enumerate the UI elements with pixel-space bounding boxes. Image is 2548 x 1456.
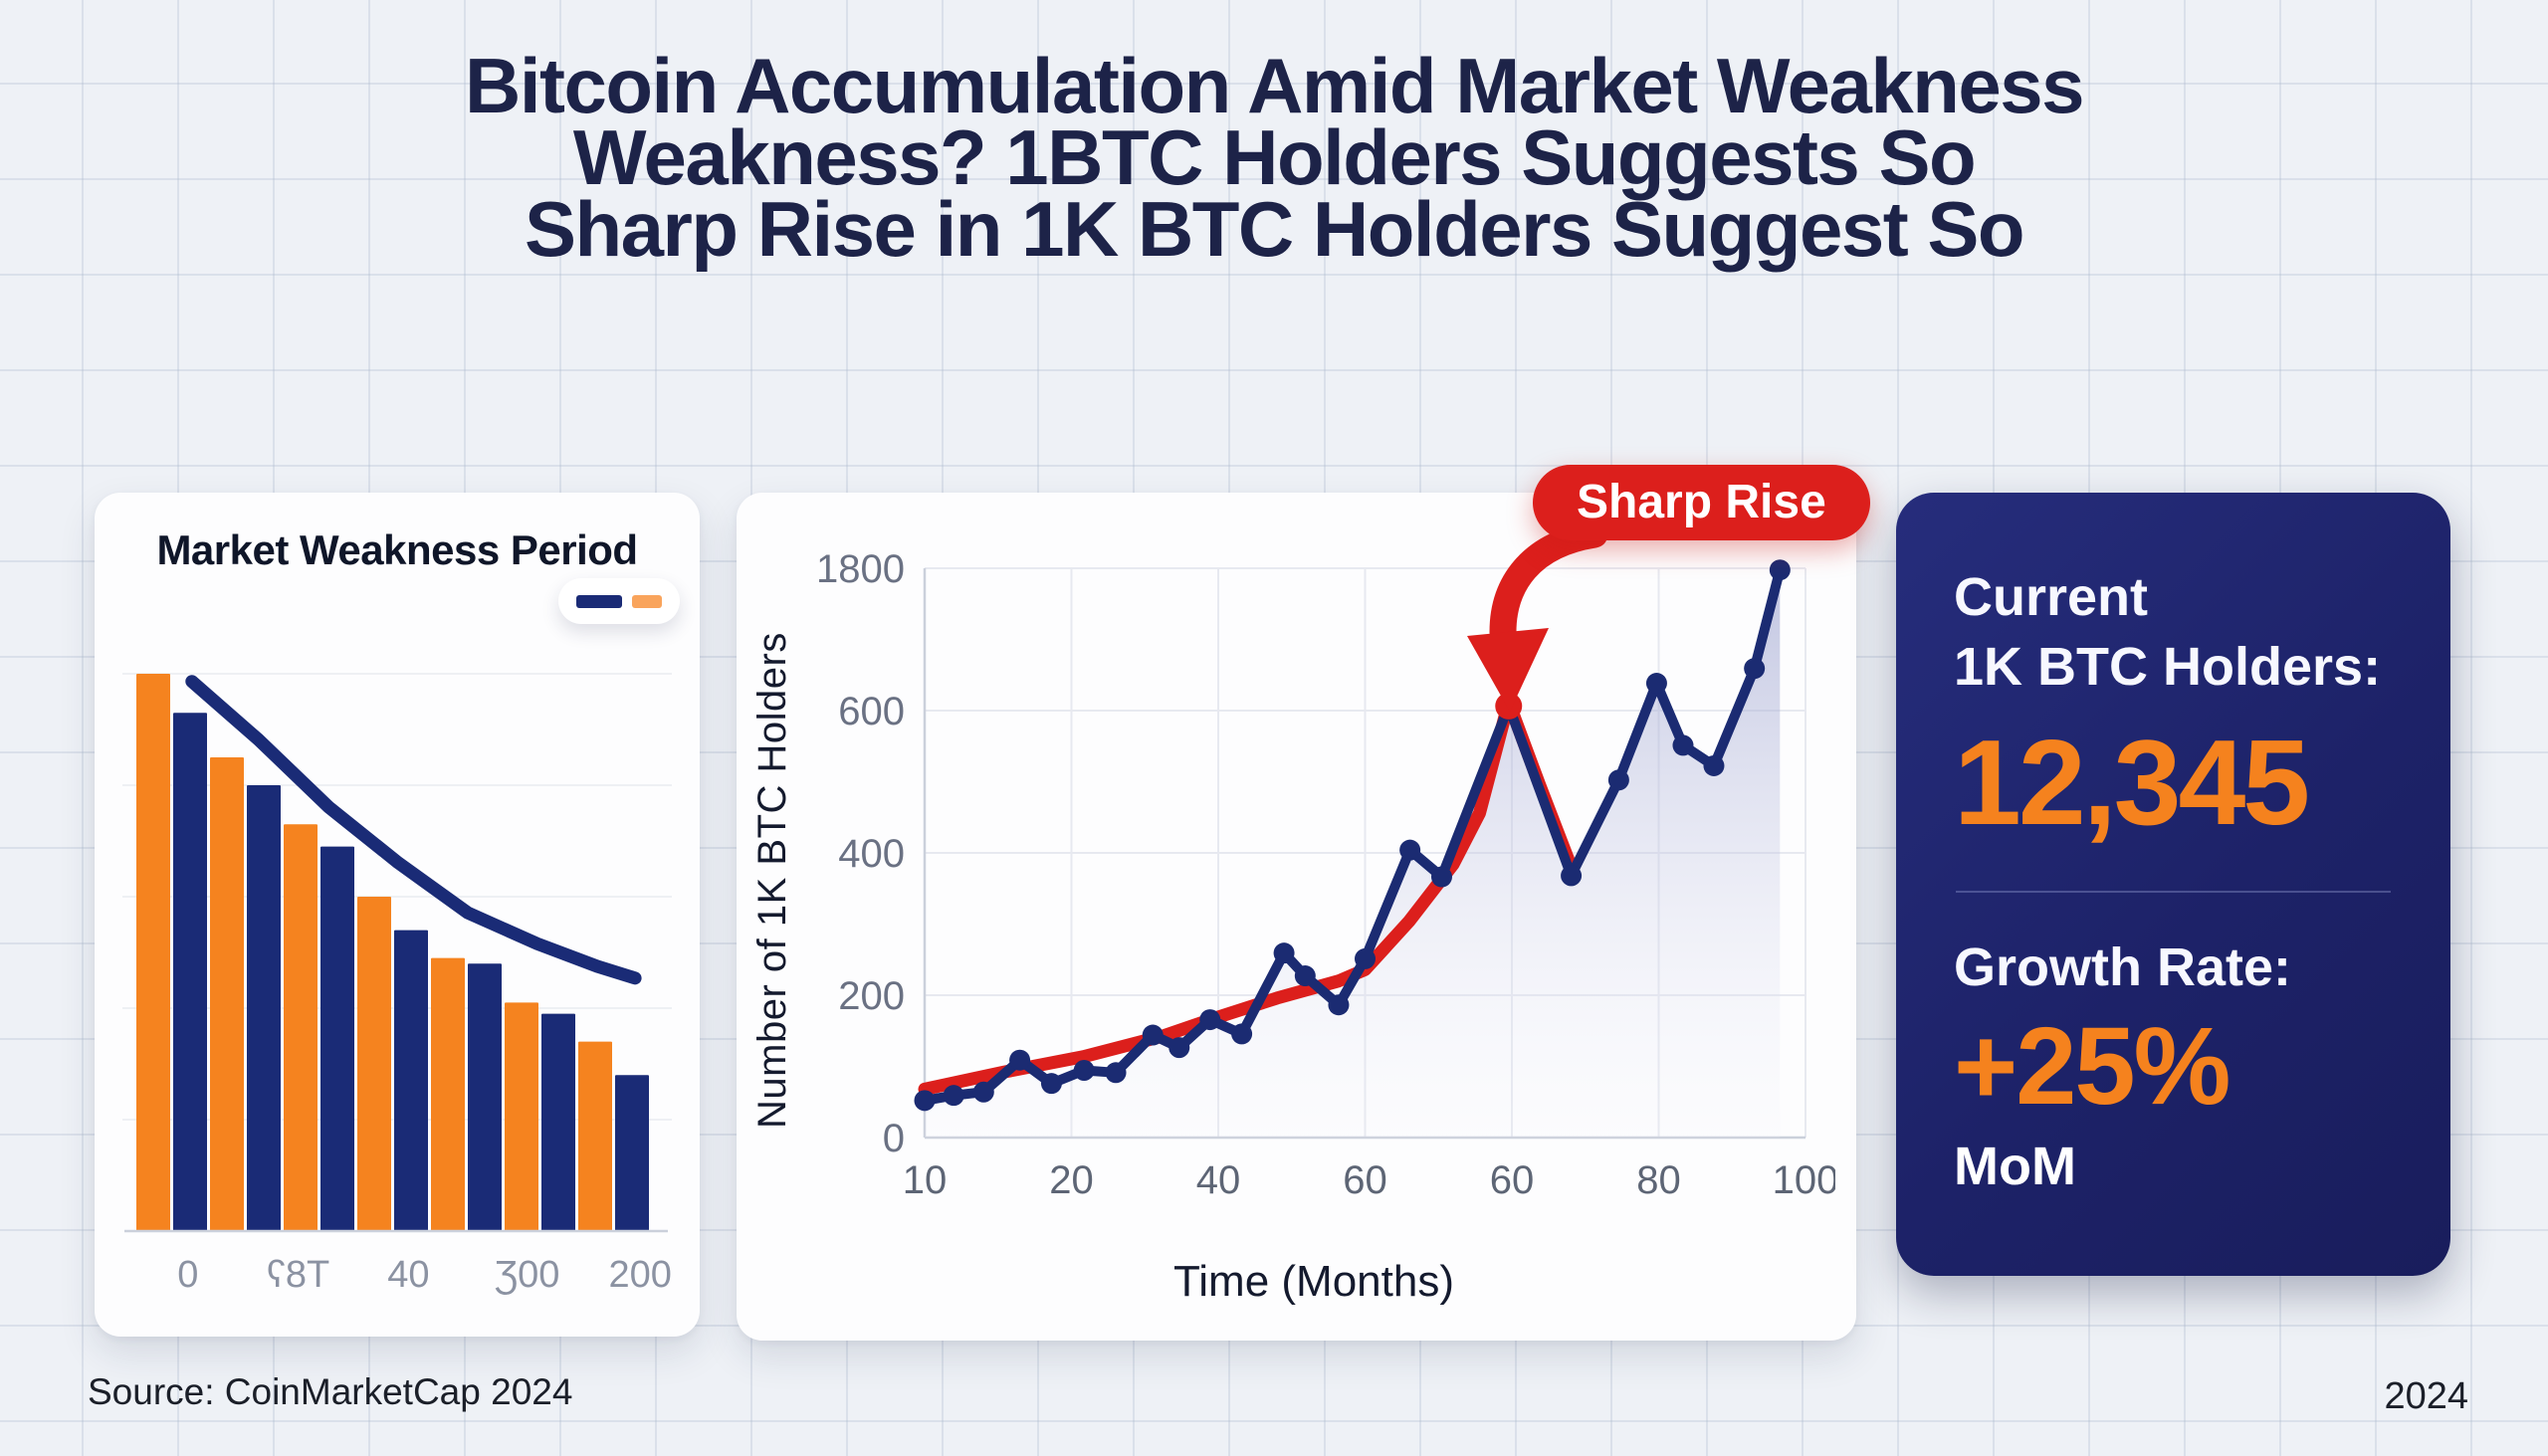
navy-bar <box>615 1075 649 1231</box>
y-tick-label: 1800 <box>816 547 905 591</box>
bar-x-tick-label: 0 <box>177 1254 198 1296</box>
data-point <box>1561 865 1583 887</box>
stat-current-value: 12,345 <box>1954 715 2310 850</box>
data-point <box>972 1081 994 1103</box>
x-tick-label: 80 <box>1636 1158 1681 1202</box>
stat-growth-unit: MoM <box>1954 1137 2076 1196</box>
data-point <box>1294 965 1316 987</box>
data-point <box>1231 1023 1253 1045</box>
stats-divider <box>1956 891 2391 893</box>
data-point <box>1703 754 1725 776</box>
data-point <box>1040 1073 1062 1095</box>
data-point <box>1142 1024 1164 1046</box>
stats-card: Current 1K BTC Holders: 12,345 Growth Ra… <box>1896 493 2450 1276</box>
x-tick-label: 60 <box>1343 1158 1387 1202</box>
stat-growth-label: Growth Rate: <box>1954 937 2292 997</box>
data-point <box>1645 673 1667 695</box>
bar-x-tick-label: Ʒ00 <box>495 1254 559 1296</box>
bar-chart-svg: 0 ʕ8T 40 Ʒ00 200 <box>122 673 672 1296</box>
stat-current-label-line2: 1K BTC Holders: <box>1954 637 2382 697</box>
orange-bar <box>136 674 170 1231</box>
y-tick-label: 600 <box>838 690 905 733</box>
navy-bar <box>173 713 207 1231</box>
orange-bar <box>431 957 465 1231</box>
sharp-rise-badge: Sharp Rise <box>1533 465 1870 540</box>
orange-bar <box>357 897 391 1231</box>
data-point <box>1168 1037 1190 1059</box>
bar-chart-card: Market Weakness Period 0 ʕ8T 40 Ʒ00 200 <box>95 493 700 1337</box>
data-point <box>1744 658 1766 680</box>
x-tick-label: 10 <box>903 1158 948 1202</box>
year-label: 2024 <box>2384 1375 2468 1417</box>
navy-bar <box>394 930 428 1231</box>
bar-trend-line <box>185 675 642 985</box>
title-line-3: Sharp Rise in 1K BTC Holders Suggest So <box>524 185 2025 273</box>
navy-bar <box>247 785 281 1231</box>
data-point <box>1199 1009 1221 1031</box>
bar-x-tick-label: 200 <box>609 1254 672 1296</box>
navy-bar <box>541 1013 575 1231</box>
y-tick-label: 200 <box>838 974 905 1018</box>
x-tick-label: 40 <box>1196 1158 1241 1202</box>
title-line-2: Weakness? 1BTC Holders Suggests So <box>572 113 1977 201</box>
legend-navy-dash <box>576 594 622 608</box>
x-tick-label: 100 <box>1773 1158 1835 1202</box>
data-point <box>1607 769 1629 791</box>
source-label: Source: CoinMarketCap 2024 <box>88 1371 573 1412</box>
sharp-rise-arrowhead <box>1467 628 1549 712</box>
sharp-rise-label: Sharp Rise <box>1577 476 1826 528</box>
y-tick-label: 0 <box>883 1117 905 1160</box>
legend-pill <box>558 578 680 624</box>
data-point <box>1328 994 1350 1016</box>
data-point <box>1009 1049 1031 1071</box>
main-title: Bitcoin Accumulation Amid Market Weaknes… <box>0 42 2548 273</box>
data-point <box>1073 1060 1095 1082</box>
data-point <box>1105 1062 1127 1084</box>
x-tick-label: 60 <box>1490 1158 1535 1202</box>
holders-area-fill <box>925 569 1781 1138</box>
x-axis-title: Time (Months) <box>1173 1257 1454 1306</box>
data-point <box>1672 734 1694 756</box>
orange-bar <box>284 824 318 1231</box>
bar-x-tick-label: ʕ8T <box>267 1254 329 1296</box>
data-point <box>1769 559 1791 581</box>
data-point <box>943 1085 964 1107</box>
bar-chart-title: Market Weakness Period <box>156 526 638 573</box>
line-chart-card: Number of 1K BTC Holders 1800 600 400 200 0 1… <box>737 465 1870 1341</box>
y-tick-label: 400 <box>838 832 905 876</box>
line-chart-svg: 1800 600 400 200 010 20 40 60 60 80 100 <box>816 547 1835 1202</box>
stat-current-label-line1: Current <box>1954 567 2149 627</box>
x-tick-label: 20 <box>1049 1158 1094 1202</box>
data-point <box>914 1090 936 1112</box>
bar-x-tick-label: 40 <box>387 1254 429 1296</box>
navy-bar <box>468 963 502 1231</box>
data-point <box>1399 839 1421 861</box>
legend-orange-dash <box>632 594 662 608</box>
title-line-1: Bitcoin Accumulation Amid Market Weaknes… <box>464 42 2085 129</box>
data-point <box>1273 942 1295 964</box>
orange-bar <box>505 1002 538 1231</box>
navy-bar <box>320 846 354 1231</box>
stat-growth-value: +25% <box>1954 1005 2230 1128</box>
orange-bar <box>578 1041 612 1231</box>
data-point <box>1355 947 1376 969</box>
data-point <box>1430 866 1452 888</box>
orange-bar <box>210 757 244 1231</box>
